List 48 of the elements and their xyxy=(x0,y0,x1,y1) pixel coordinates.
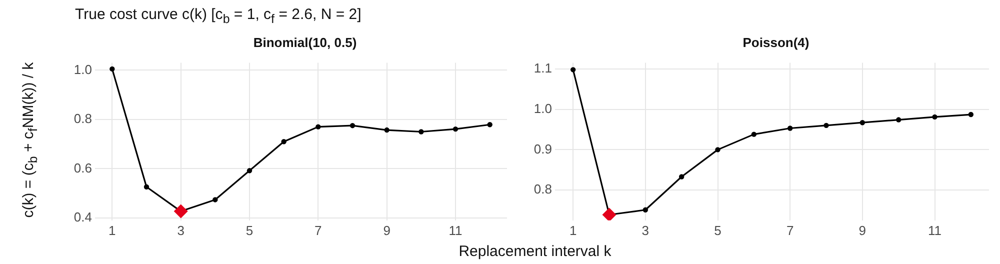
point xyxy=(246,168,252,174)
point xyxy=(110,66,115,72)
x-tick-label: 11 xyxy=(928,222,942,238)
point xyxy=(384,127,390,133)
point xyxy=(418,129,424,134)
y-tick-label: 0.4 xyxy=(74,210,92,225)
x-tick-label: 9 xyxy=(383,222,390,238)
chart-subtitle: Binomial(10, 0.5) xyxy=(252,35,358,50)
y-tick-label: 0.8 xyxy=(74,111,92,126)
chart-title: True cost curve c(k) [c$_{b}$ = 1, c$_{f}$ = 2.6, N = 2] xyxy=(75,6,362,26)
x-tick-label: 5 xyxy=(246,222,254,238)
x-tick-label: 1 xyxy=(108,222,116,238)
point xyxy=(487,122,492,128)
point xyxy=(350,122,356,128)
x-tick-label: 3 xyxy=(642,222,650,238)
y-tick-label: 0.8 xyxy=(534,182,552,197)
x-tick-label: 9 xyxy=(858,222,866,238)
x-tick-label: 3 xyxy=(177,222,184,238)
point xyxy=(787,126,793,131)
point xyxy=(452,126,458,132)
x-tick-label: 7 xyxy=(786,222,794,238)
point xyxy=(751,132,757,137)
y-tick-label: 1.1 xyxy=(534,60,552,76)
point xyxy=(174,204,188,218)
point xyxy=(968,112,974,118)
x-tick-label: 7 xyxy=(314,222,322,238)
point xyxy=(824,122,829,128)
y-tick-label: 1.0 xyxy=(534,100,552,116)
point xyxy=(602,208,616,220)
point xyxy=(642,207,648,212)
chart-subtitle: Poisson(4) xyxy=(742,35,810,50)
y-tick-label: 1.0 xyxy=(74,62,92,77)
point xyxy=(860,120,866,126)
point xyxy=(715,147,720,152)
point xyxy=(281,139,286,144)
x-tick-label: 5 xyxy=(714,222,722,238)
point xyxy=(316,124,321,130)
point xyxy=(896,117,902,122)
point xyxy=(932,114,938,120)
point xyxy=(212,197,218,202)
point xyxy=(144,184,150,190)
y-tick-label: 0.9 xyxy=(534,141,552,156)
point xyxy=(678,174,684,180)
x-tick-label: 11 xyxy=(448,222,462,238)
x-axis-title: Replacement interval k xyxy=(458,243,612,260)
y-tick-label: 0.6 xyxy=(74,160,92,176)
x-tick-label: 1 xyxy=(569,222,577,238)
point xyxy=(570,67,576,72)
